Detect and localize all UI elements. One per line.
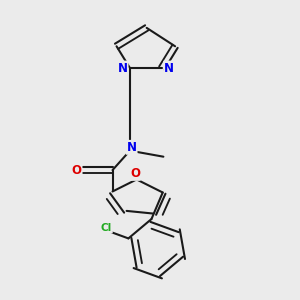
Text: O: O	[130, 167, 140, 180]
Text: N: N	[164, 61, 174, 74]
Text: Cl: Cl	[101, 223, 112, 232]
Text: O: O	[71, 164, 81, 177]
Text: N: N	[127, 141, 136, 154]
Text: N: N	[118, 61, 128, 74]
